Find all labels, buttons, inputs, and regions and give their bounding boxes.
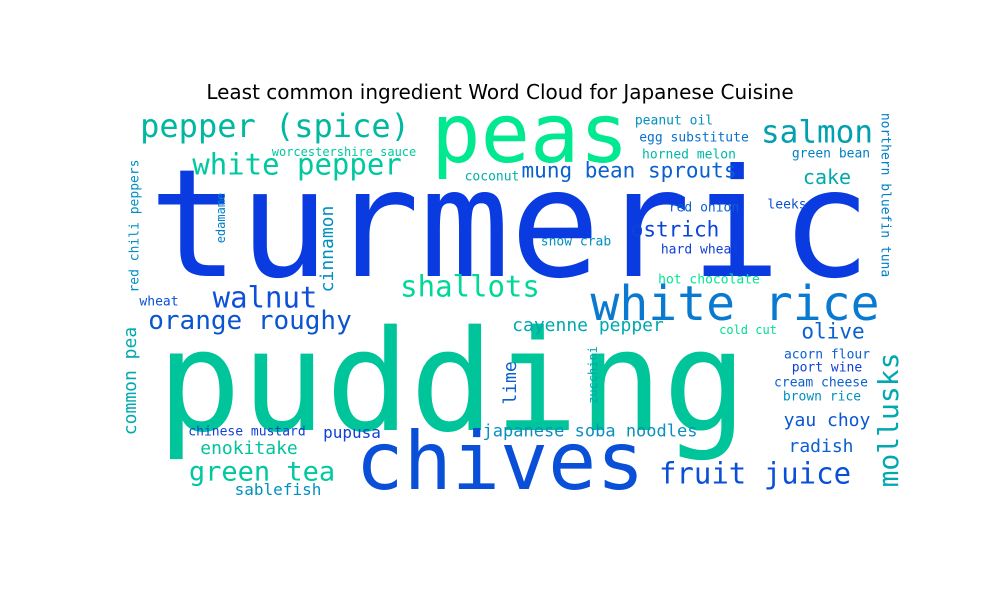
word-ostrich: ostrich [630,217,720,242]
word-pudding: pudding [156,301,748,464]
word-cayenne-pepper: cayenne pepper [512,315,664,336]
word-fruit-juice: fruit juice [658,456,852,491]
word-green-bean: green bean [791,146,871,162]
word-snow-crab: snow crab [540,234,612,250]
word-zucchini: zucchini [586,346,600,404]
word-chives: chives [355,415,645,508]
word-cake: cake [802,165,852,189]
word-worcestershire-sauce: worcestershire sauce [271,145,417,159]
word-common-pea: common pea [120,326,141,436]
word-japanese-soba-noodles: japanese soba noodles [482,421,698,442]
word-cream-cheese: cream cheese [774,375,868,391]
word-port-wine: port wine [791,360,863,376]
word-red-chili-peppers: red chili peppers [127,159,143,293]
word-peanut-oil: peanut oil [634,113,714,129]
word-mung-bean-sprouts: mung bean sprouts [521,158,737,183]
word-wheat: wheat [139,294,179,310]
word-white-pepper: white pepper [192,147,402,182]
word-egg-substitute: egg substitute [639,130,749,146]
word-brown-rice: brown rice [782,389,862,405]
word-hot-chocolate: hot chocolate [658,272,760,288]
word-turmeric: turmeric [148,138,872,312]
word-salmon: salmon [761,114,873,151]
word-northern-bluefin-tuna: northern bluefin tuna [877,112,893,278]
word-shallots: shallots [400,269,540,304]
word-mollusks: mollusks [872,352,905,488]
word-horned-melon: horned melon [642,147,736,163]
word-orange-roughy: orange roughy [148,306,352,336]
word-cinnamon: cinnamon [317,205,338,293]
word-lime: lime [500,361,521,405]
word-chinese-mustard: chinese mustard [188,424,306,440]
word-edamame: edamame [214,192,228,244]
word-cold-cut: cold cut [719,323,777,337]
word-acorn-flour: acorn flour [783,347,871,363]
word-hard-wheat: hard wheat [660,242,740,258]
word-sablefish: sablefish [234,480,322,499]
word-red-onion: red onion [668,200,740,216]
chart-title: Least common ingredient Word Cloud for J… [206,80,794,104]
word-pepper-spice-: pepper (spice) [140,107,410,145]
word-green-tea: green tea [188,456,336,488]
word-coconut: coconut [464,169,520,185]
word-yau-choy: yau choy [783,410,871,431]
word-olive: olive [801,319,865,344]
word-white-rice: white rice [590,276,880,332]
word-leeks: leeks [767,197,807,213]
word-enokitake: enokitake [200,438,298,459]
word-peas: peas [431,87,629,182]
word-walnut: walnut [212,280,318,315]
word-radish: radish [788,436,854,457]
word-pupusa: pupusa [323,423,381,442]
